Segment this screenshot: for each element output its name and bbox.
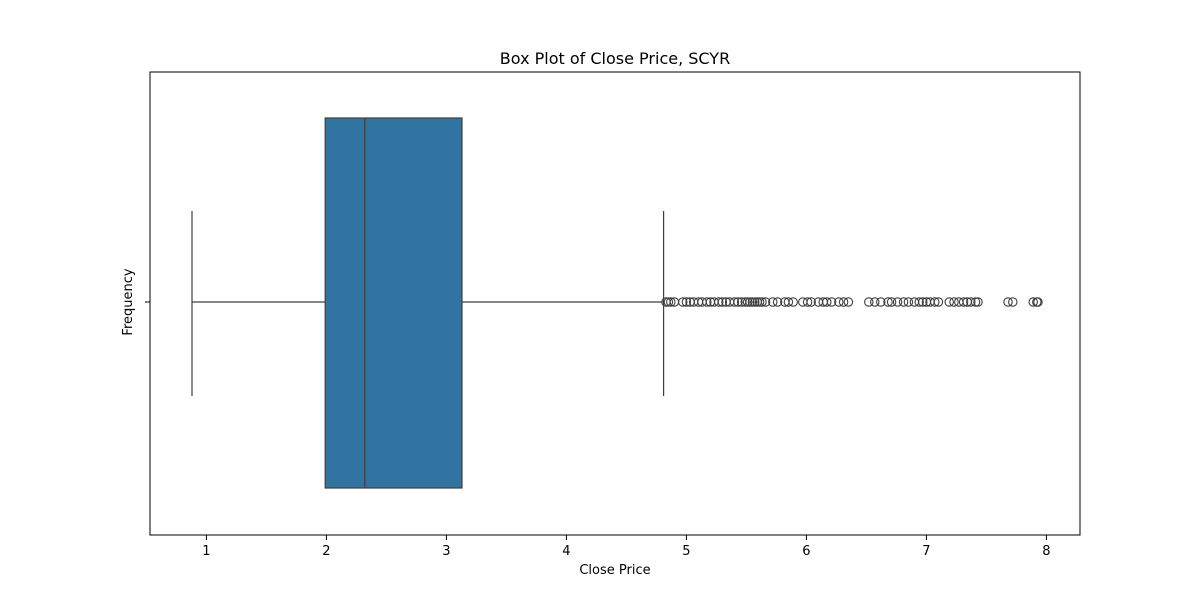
- outlier-point: [944, 297, 954, 307]
- outlier-point: [886, 297, 897, 307]
- outlier-point: [903, 297, 914, 307]
- outlier-point: [788, 297, 798, 307]
- outlier-point: [883, 297, 893, 307]
- outlier-point: [714, 297, 724, 307]
- plot-frame: [149, 71, 1081, 536]
- outlier-point: [892, 297, 903, 307]
- outlier-point: [864, 297, 874, 307]
- outlier-point: [757, 297, 767, 307]
- outlier-point: [1008, 297, 1018, 307]
- x-tick-label: 7: [922, 544, 930, 559]
- outlier-point: [729, 297, 740, 307]
- x-axis-label: Close Price: [579, 563, 650, 578]
- x-tick-label: 6: [802, 544, 810, 559]
- x-tick-label: 8: [1042, 544, 1050, 559]
- outlier-point: [806, 297, 816, 307]
- outlier-point: [930, 297, 940, 307]
- outlier-point: [966, 297, 976, 307]
- outlier-point: [870, 297, 880, 307]
- outlier-point: [1003, 297, 1013, 307]
- outlier-point: [772, 297, 783, 307]
- y-axis-label: Frequency: [121, 268, 136, 335]
- outlier-point: [822, 297, 832, 307]
- outlier-point: [949, 297, 959, 307]
- x-tick-label: 1: [202, 544, 210, 559]
- outlier-point: [747, 297, 758, 307]
- outlier-point: [1033, 297, 1043, 307]
- outlier-point: [678, 297, 688, 307]
- outlier-point: [768, 297, 778, 307]
- outlier-point: [742, 297, 753, 307]
- plot-area: [191, 117, 1043, 489]
- outlier-point: [958, 297, 969, 307]
- x-axis: 1 2 3 4 5 6 7 8: [202, 535, 1051, 559]
- outlier-point: [802, 297, 813, 307]
- outlier-point: [970, 297, 981, 307]
- outlier-point: [898, 297, 909, 307]
- outlier-point: [740, 297, 750, 307]
- outlier-point: [843, 297, 854, 307]
- outlier-point: [783, 297, 794, 307]
- outlier-point: [918, 297, 928, 307]
- iqr-box: [324, 117, 463, 489]
- outlier-point: [750, 297, 760, 307]
- x-tick-label: 5: [682, 544, 690, 559]
- outlier-point: [666, 297, 676, 307]
- outlier-point: [1028, 297, 1038, 307]
- x-tick-label: 2: [322, 544, 330, 559]
- outlier-point: [733, 297, 743, 307]
- outlier-point: [717, 297, 728, 307]
- outlier-point: [933, 297, 944, 307]
- chart-title: Box Plot of Close Price, SCYR: [500, 49, 730, 68]
- x-tick-label: 3: [442, 544, 450, 559]
- outlier-point: [876, 297, 886, 307]
- outlier-point: [702, 297, 712, 307]
- outlier-point: [760, 297, 771, 307]
- outlier-point: [754, 297, 765, 307]
- outlier-point: [826, 297, 837, 307]
- outlier-point: [663, 297, 674, 307]
- outlier-point: [745, 297, 755, 307]
- outlier-point: [914, 297, 924, 307]
- outlier-point: [681, 297, 692, 307]
- outlier-point: [973, 297, 983, 307]
- outlier-point: [838, 297, 849, 307]
- x-tick-label: 4: [562, 544, 570, 559]
- outlier-point: [834, 297, 844, 307]
